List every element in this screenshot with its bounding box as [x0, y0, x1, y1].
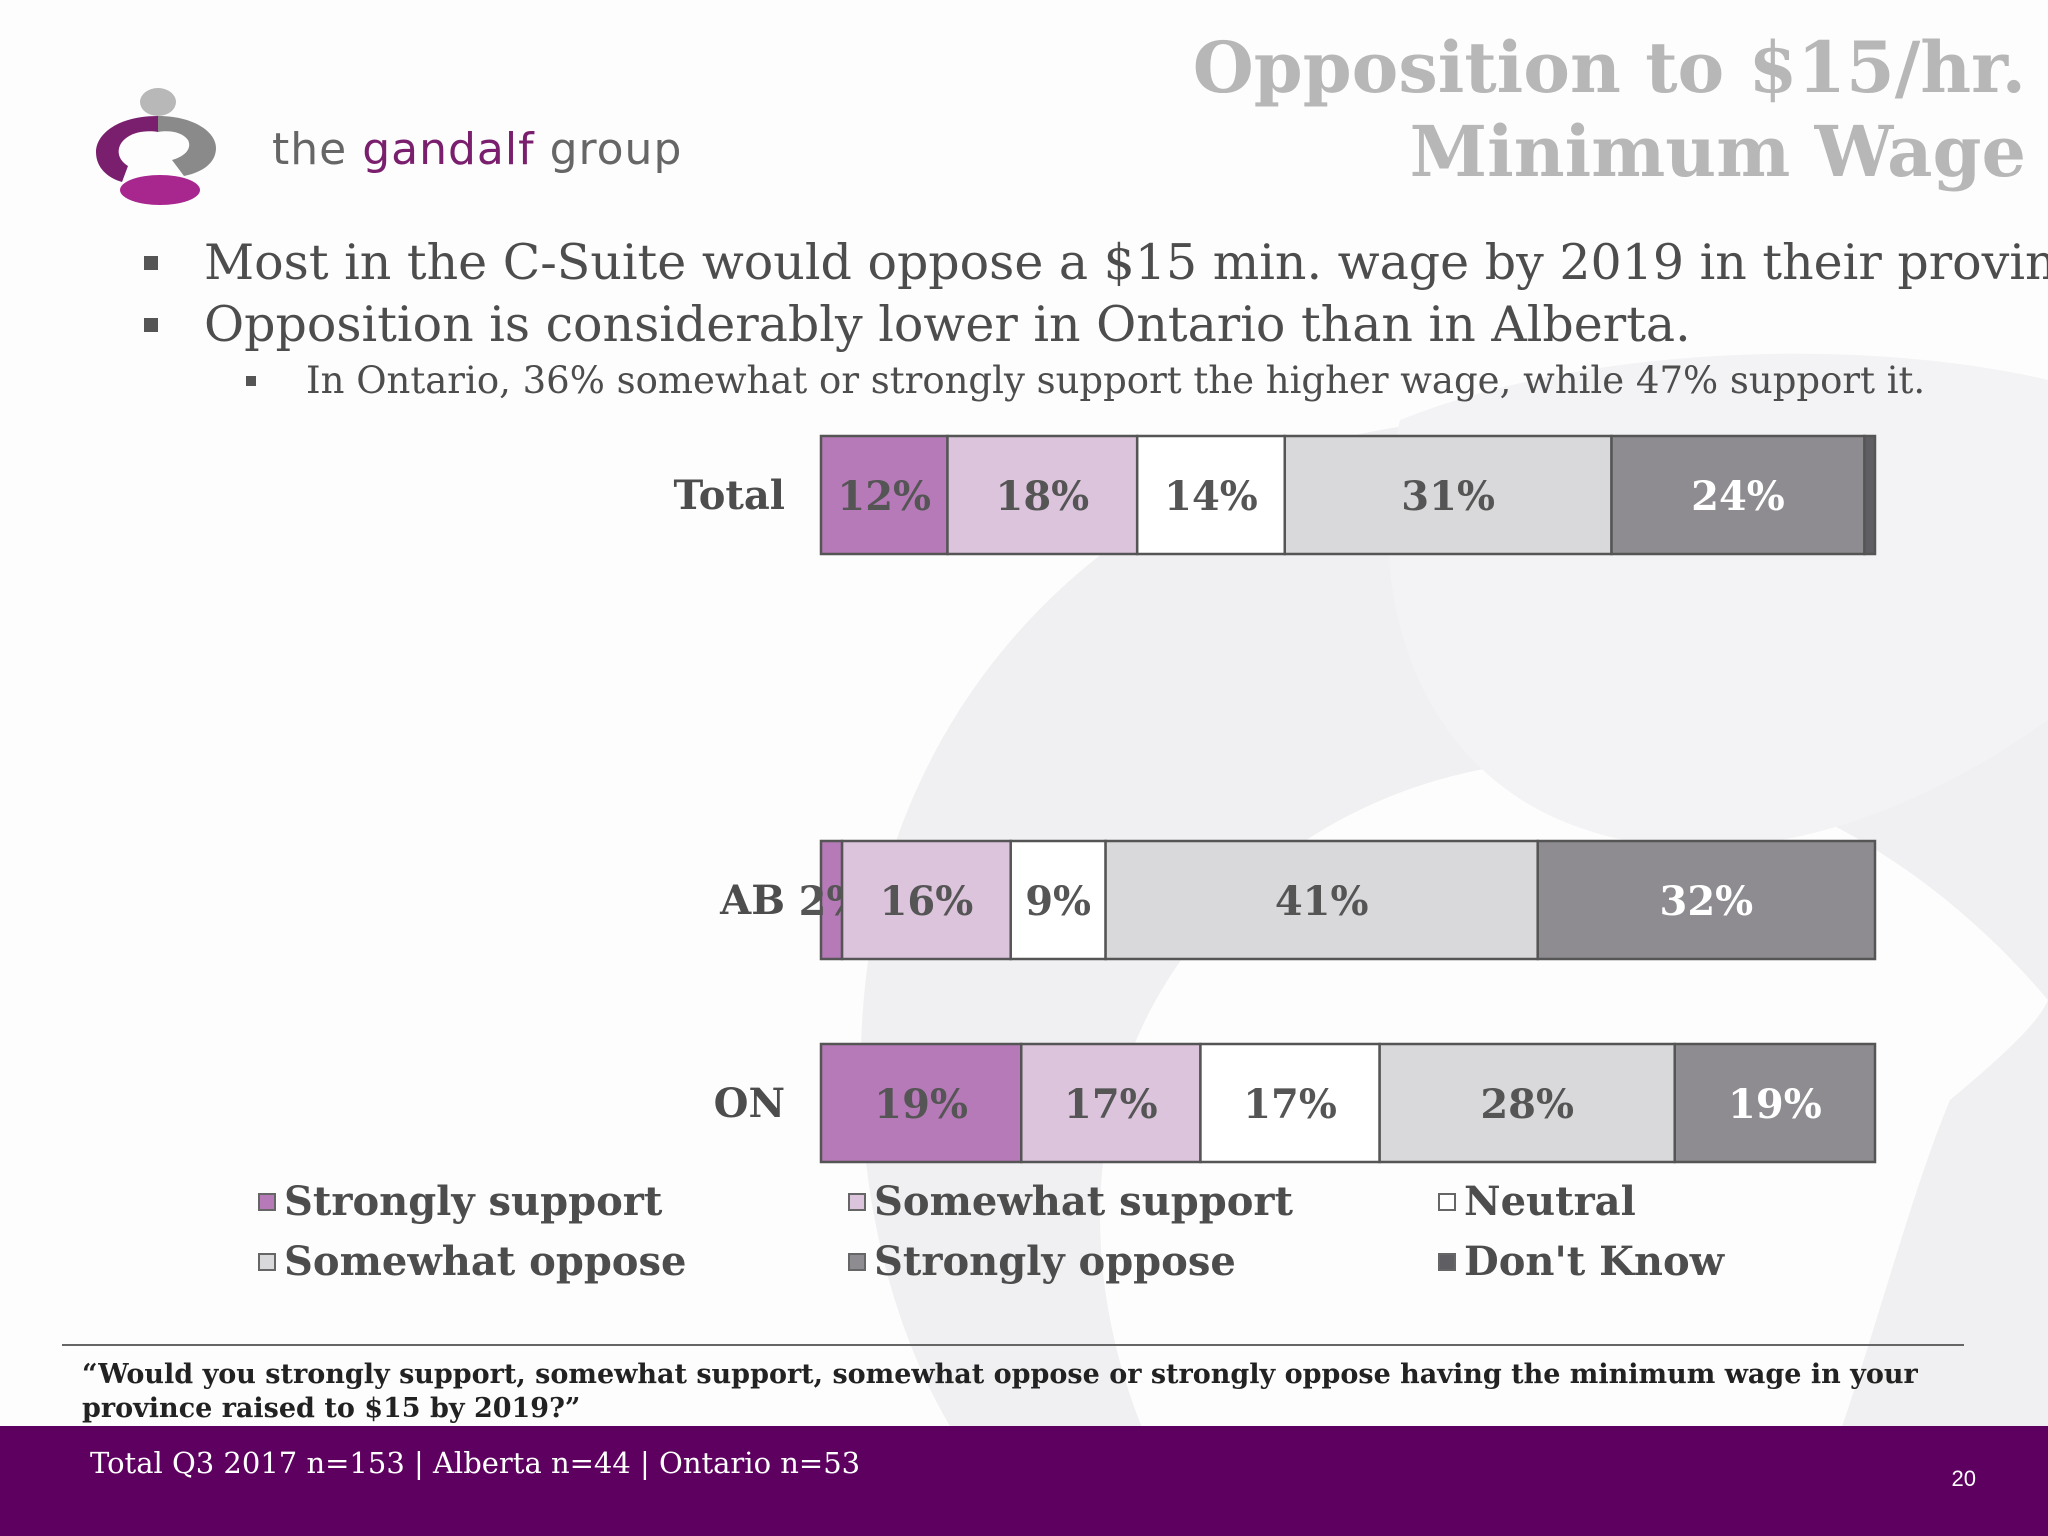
survey-question: “Would you strongly support, somewhat su…	[82, 1359, 1918, 1424]
legend-label: Strongly support	[284, 1178, 663, 1225]
bullet-item: Opposition is considerably lower in Onta…	[140, 294, 2020, 356]
bar-segment	[1863, 434, 1877, 556]
legend-label: Neutral	[1464, 1178, 1636, 1225]
bar-segment	[1378, 1042, 1676, 1164]
legend-item: Somewhat oppose	[258, 1238, 686, 1285]
brand-name-highlight: gandalf	[362, 124, 535, 175]
bar-segment	[1673, 1042, 1877, 1164]
data-label: 19%	[1728, 1081, 1822, 1128]
brand-name-suffix: group	[534, 124, 683, 175]
data-label: 16%	[880, 878, 974, 925]
bullet-list: Most in the C-Suite would oppose a $15 m…	[140, 232, 2048, 406]
slide-title-line2: Minimum Wage	[1409, 110, 2026, 193]
category-label-total: Total	[674, 472, 785, 519]
data-label: 31%	[1401, 473, 1495, 520]
bar-segment	[1104, 839, 1539, 961]
bar-segment	[819, 434, 949, 556]
legend-item: Strongly support	[258, 1178, 662, 1225]
legend-label: Don't Know	[1464, 1238, 1725, 1285]
data-label: 28%	[1480, 1081, 1574, 1128]
legend-swatch	[848, 1192, 866, 1211]
legend-item: Don't Know	[1438, 1238, 1724, 1285]
page-number: 20	[1951, 1466, 1976, 1491]
data-label: 41%	[1275, 878, 1369, 925]
legend-swatch	[1438, 1252, 1456, 1271]
bar-segment	[1135, 434, 1287, 556]
legend-swatch	[258, 1252, 276, 1271]
data-label: 17%	[1243, 1081, 1337, 1128]
bar-segment	[1009, 839, 1107, 961]
sub-bullet-item: In Ontario, 36% somewhat or strongly sup…	[140, 356, 2020, 406]
divider-line	[62, 1344, 1964, 1346]
brand-name-prefix: the	[272, 124, 363, 175]
data-label: 12%	[837, 473, 931, 520]
legend-label: Strongly oppose	[874, 1238, 1236, 1285]
legend-label: Somewhat support	[874, 1178, 1293, 1225]
category-label-ab: AB	[719, 877, 785, 924]
legend-swatch	[1438, 1192, 1456, 1211]
category-label-on: ON	[714, 1080, 785, 1127]
data-label: 32%	[1660, 878, 1754, 925]
legend-swatch	[258, 1192, 276, 1211]
brand-name: the gandalf group	[272, 124, 682, 175]
slide-title: Opposition to $15/hr. Minimum Wage	[1193, 26, 2026, 194]
footer-bar: Total Q3 2017 n=153 | Alberta n=44 | Ont…	[0, 1426, 2048, 1536]
legend-item: Somewhat support	[848, 1178, 1293, 1225]
legend-item: Neutral	[1438, 1178, 1636, 1225]
bar-segment	[1020, 1042, 1202, 1164]
legend-label: Somewhat oppose	[284, 1238, 687, 1285]
bar-segment	[946, 434, 1139, 556]
bar-segment	[1283, 434, 1613, 556]
stacked-bar-chart: Total 12% 18% 14% 31% 24%AB 2% 16% 9% 41% 32%ON 19%…	[674, 434, 1877, 1164]
slide-title-line1: Opposition to $15/hr.	[1192, 26, 2026, 109]
data-label: 19%	[874, 1081, 968, 1128]
data-label: 24%	[1691, 473, 1785, 520]
data-label: 14%	[1164, 473, 1258, 520]
legend-item: Strongly oppose	[848, 1238, 1236, 1285]
bar-segment	[1610, 434, 1866, 556]
bar-segment	[819, 1042, 1023, 1164]
bullet-item: Most in the C-Suite would oppose a $15 m…	[140, 232, 2048, 294]
sample-size-note: Total Q3 2017 n=153 | Alberta n=44 | Ont…	[90, 1446, 861, 1480]
data-label: 18%	[996, 473, 1090, 520]
gandalf-g-logo-icon	[96, 88, 216, 205]
data-label: 17%	[1064, 1081, 1158, 1128]
bar-segment	[840, 839, 1012, 961]
legend-swatch	[848, 1252, 866, 1271]
data-label: 9%	[1025, 878, 1091, 925]
bar-segment	[1536, 839, 1877, 961]
